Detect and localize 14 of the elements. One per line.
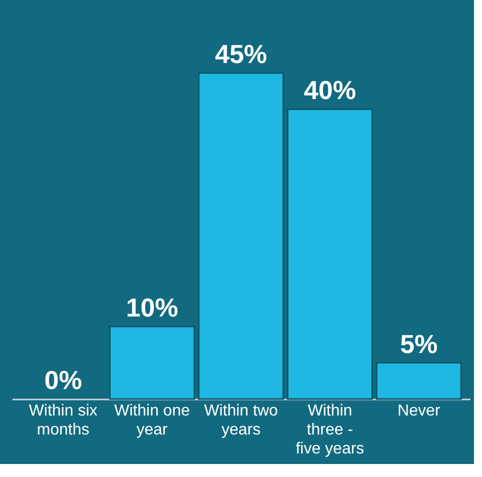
data-label: 0% — [44, 365, 82, 395]
data-label: 5% — [400, 328, 438, 359]
data-label: 45% — [214, 39, 268, 69]
x-tick-label: Within two years — [204, 402, 278, 438]
x-tick-label: Within one year — [114, 402, 190, 438]
bar — [376, 362, 462, 400]
x-tick-label: Within six months — [28, 402, 98, 438]
x-tick-label: Within three - five years — [296, 402, 364, 458]
bar — [109, 326, 196, 400]
bar — [198, 72, 284, 400]
bar — [286, 108, 373, 400]
x-tick-label: Never — [398, 402, 441, 420]
data-label: 10% — [126, 292, 178, 323]
data-label: 40% — [304, 75, 356, 106]
